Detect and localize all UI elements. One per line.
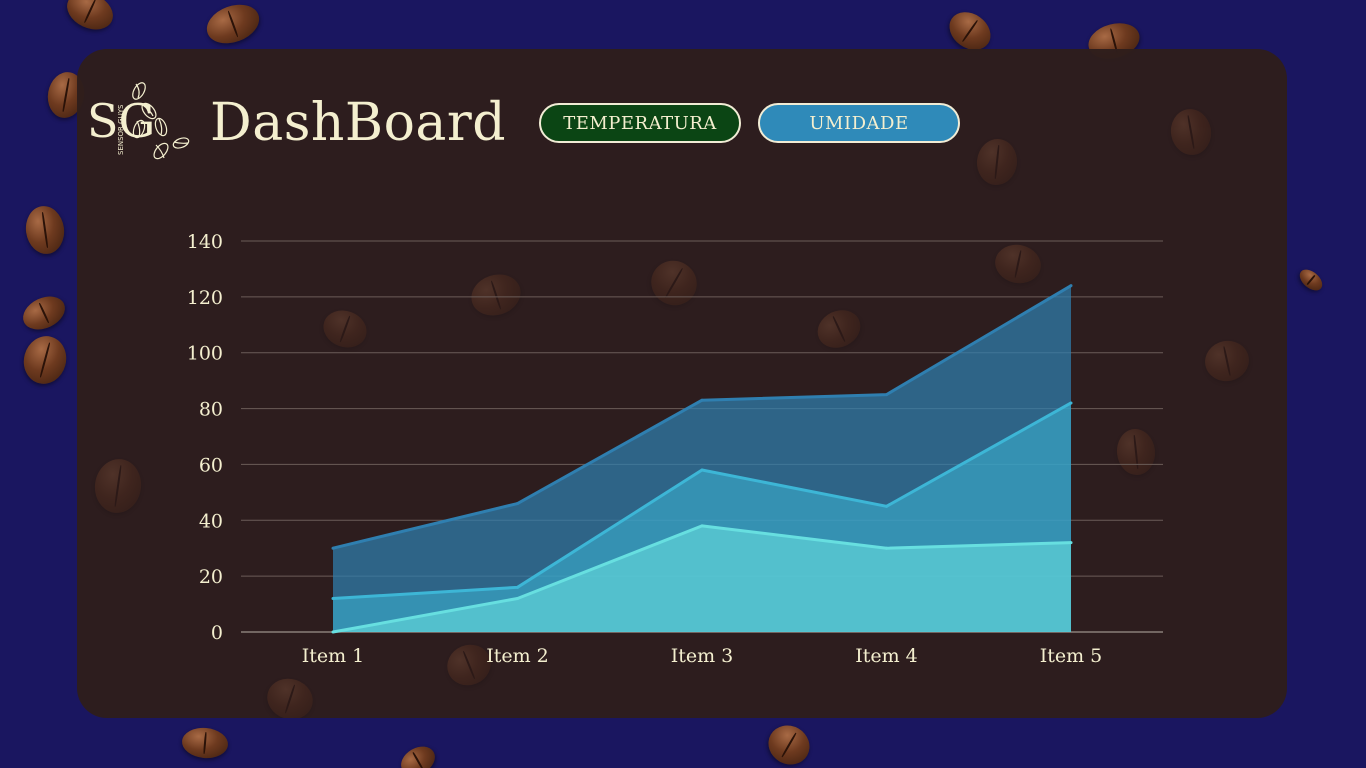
data-point bbox=[885, 546, 888, 550]
data-point bbox=[1069, 541, 1073, 545]
coffee-bean-icons bbox=[132, 82, 190, 160]
x-tick-label: Item 2 bbox=[486, 645, 549, 667]
y-tick-label: 40 bbox=[199, 510, 223, 532]
tab-umidade[interactable]: UMIDADE bbox=[758, 103, 960, 143]
y-tick-label: 60 bbox=[199, 454, 223, 476]
coffee-bean-decoration bbox=[180, 726, 230, 760]
page-title: DashBoard bbox=[210, 93, 507, 153]
y-tick-label: 100 bbox=[187, 343, 223, 365]
coffee-bean-decoration bbox=[761, 718, 817, 768]
data-point bbox=[516, 502, 519, 506]
coffee-bean-decoration bbox=[201, 0, 265, 51]
data-point bbox=[700, 398, 704, 402]
sensor-guys-logo: SG SENSOR GUYS bbox=[87, 82, 190, 160]
x-tick-label: Item 3 bbox=[671, 645, 734, 667]
tab-temperatura[interactable]: TEMPERATURA bbox=[539, 103, 741, 143]
x-tick-label: Item 1 bbox=[302, 645, 365, 667]
data-point bbox=[331, 596, 335, 600]
y-tick-label: 120 bbox=[187, 287, 223, 309]
coffee-bean-decoration bbox=[1295, 265, 1327, 295]
data-point bbox=[700, 468, 704, 472]
data-point bbox=[1069, 401, 1073, 405]
dashboard-card: SG SENSOR GUYS DashBoard TEMPERATURA UMI… bbox=[77, 49, 1287, 718]
y-tick-label: 0 bbox=[211, 622, 223, 644]
coffee-bean-decoration bbox=[22, 203, 68, 257]
x-tick-label: Item 4 bbox=[855, 645, 918, 667]
data-point bbox=[700, 524, 704, 528]
coffee-bean-decoration bbox=[18, 331, 72, 389]
coffee-bean-decoration bbox=[17, 290, 71, 336]
data-point bbox=[885, 504, 888, 508]
y-tick-label: 20 bbox=[199, 566, 223, 588]
series-area bbox=[333, 525, 1071, 632]
data-point bbox=[1069, 284, 1073, 288]
coffee-bean-decoration bbox=[61, 0, 119, 37]
data-point bbox=[516, 585, 519, 589]
coffee-bean-decoration bbox=[395, 740, 441, 768]
logo-text: SG bbox=[87, 94, 155, 148]
data-point bbox=[331, 630, 335, 634]
data-point bbox=[885, 393, 888, 397]
data-point bbox=[331, 546, 335, 550]
data-point bbox=[516, 596, 519, 600]
logo-subtext: SENSOR GUYS bbox=[117, 104, 125, 155]
x-tick-label: Item 5 bbox=[1040, 645, 1103, 667]
area-chart: 0 20 40 60 80 100 120 140 Item 1 Item 2 Item 3 Item… bbox=[187, 231, 1163, 667]
y-tick-label: 140 bbox=[187, 231, 223, 253]
y-tick-label: 80 bbox=[199, 399, 223, 421]
